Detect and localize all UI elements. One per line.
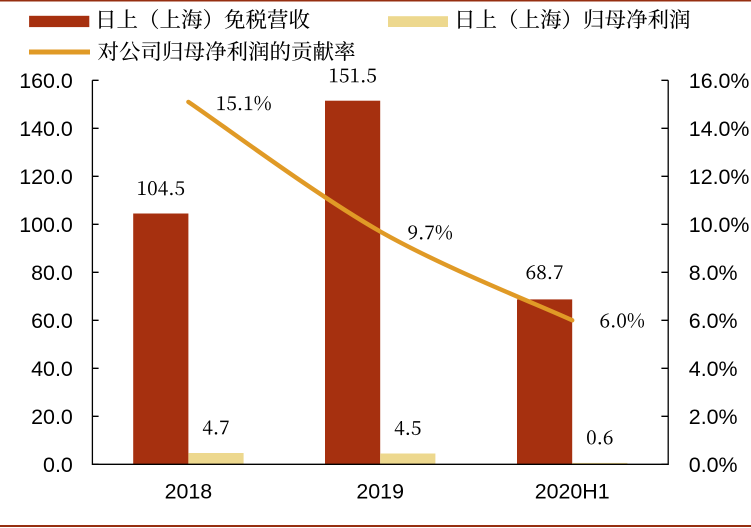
svg-text:16.0%: 16.0% — [689, 69, 750, 93]
svg-text:0.0: 0.0 — [43, 453, 73, 477]
svg-text:6.0%: 6.0% — [689, 309, 738, 333]
svg-text:10.0%: 10.0% — [689, 213, 750, 237]
svg-text:140.0: 140.0 — [19, 117, 73, 141]
svg-text:8.0%: 8.0% — [689, 261, 738, 285]
svg-text:0.0%: 0.0% — [689, 453, 738, 477]
svg-text:40.0: 40.0 — [31, 357, 73, 381]
svg-text:2020H1: 2020H1 — [535, 479, 610, 503]
svg-text:2018: 2018 — [165, 479, 213, 503]
svg-text:2.0%: 2.0% — [689, 405, 738, 429]
svg-text:4.0%: 4.0% — [689, 357, 738, 381]
svg-text:12.0%: 12.0% — [689, 165, 750, 189]
svg-text:60.0: 60.0 — [31, 309, 73, 333]
svg-text:14.0%: 14.0% — [689, 117, 750, 141]
svg-text:100.0: 100.0 — [19, 213, 73, 237]
svg-text:160.0: 160.0 — [19, 69, 73, 93]
svg-text:120.0: 120.0 — [19, 165, 73, 189]
svg-text:2019: 2019 — [356, 479, 404, 503]
svg-text:20.0: 20.0 — [31, 405, 73, 429]
svg-text:80.0: 80.0 — [31, 261, 73, 285]
